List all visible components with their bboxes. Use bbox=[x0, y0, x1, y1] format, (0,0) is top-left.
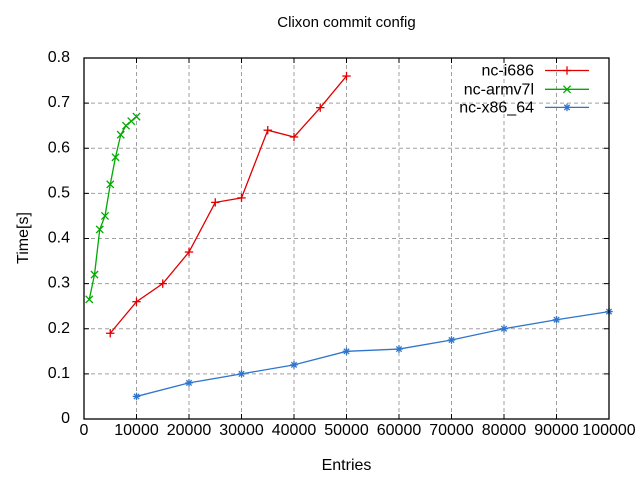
svg-text:0: 0 bbox=[61, 410, 70, 427]
svg-text:nc-armv7l: nc-armv7l bbox=[464, 81, 534, 98]
svg-text:0.7: 0.7 bbox=[48, 94, 70, 111]
svg-text:0.6: 0.6 bbox=[48, 139, 70, 156]
svg-text:0.3: 0.3 bbox=[48, 275, 70, 292]
svg-text:40000: 40000 bbox=[272, 422, 317, 439]
svg-text:0.8: 0.8 bbox=[48, 49, 70, 66]
svg-text:60000: 60000 bbox=[377, 422, 422, 439]
svg-text:10000: 10000 bbox=[114, 422, 159, 439]
svg-text:0.5: 0.5 bbox=[48, 184, 70, 201]
svg-text:0: 0 bbox=[80, 422, 89, 439]
svg-text:50000: 50000 bbox=[324, 422, 369, 439]
svg-text:90000: 90000 bbox=[534, 422, 579, 439]
svg-text:0.2: 0.2 bbox=[48, 320, 70, 337]
svg-text:nc-x86_64: nc-x86_64 bbox=[459, 99, 534, 116]
svg-text:20000: 20000 bbox=[167, 422, 212, 439]
svg-text:70000: 70000 bbox=[429, 422, 474, 439]
svg-text:0.1: 0.1 bbox=[48, 365, 70, 382]
svg-text:100000: 100000 bbox=[582, 422, 635, 439]
svg-text:0.4: 0.4 bbox=[48, 230, 70, 247]
svg-text:nc-i686: nc-i686 bbox=[482, 63, 535, 80]
svg-text:80000: 80000 bbox=[482, 422, 527, 439]
svg-text:30000: 30000 bbox=[219, 422, 264, 439]
